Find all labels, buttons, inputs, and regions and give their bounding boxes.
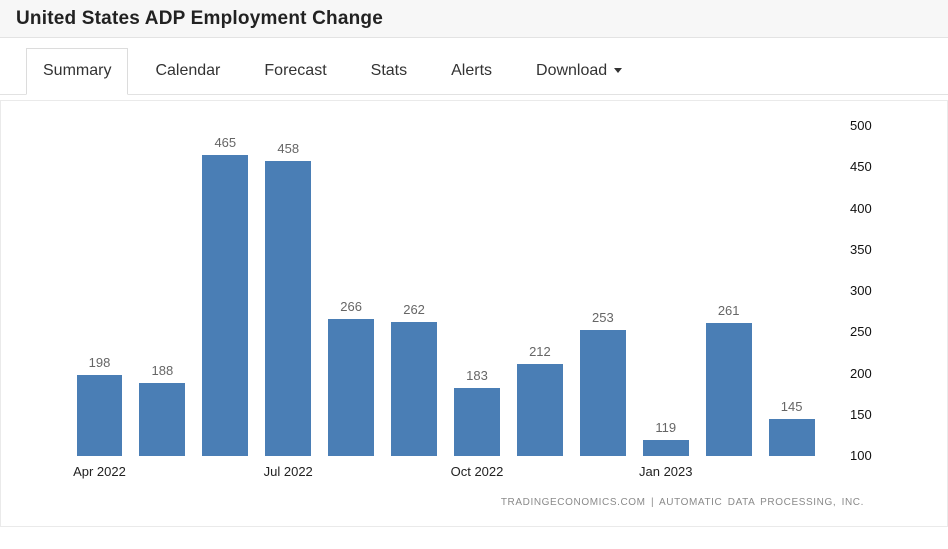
- bar-slot: 261: [697, 126, 760, 456]
- tab-bar: Summary Calendar Forecast Stats Alerts Downlo…: [0, 38, 948, 95]
- bar-value-label: 261: [717, 303, 740, 318]
- x-axis-labels: Apr 2022 Jul 2022 Oct 2022 Jan 2023: [68, 464, 823, 479]
- bar-slot: 253: [571, 126, 634, 456]
- bar-jan-2023[interactable]: [642, 440, 689, 456]
- x-axis-label: Jul 2022: [263, 464, 313, 479]
- x-axis-label: Oct 2022: [450, 464, 504, 479]
- bar-slot: 198: [68, 126, 131, 456]
- tab-calendar[interactable]: Calendar: [138, 48, 237, 94]
- tab-label: Download: [536, 62, 608, 79]
- bar-slot: 262: [383, 126, 446, 456]
- bar-slot: 183: [446, 126, 509, 456]
- bar-value-label: 253: [591, 310, 614, 325]
- y-axis-tick-label: 100: [850, 448, 872, 463]
- tab-label: Stats: [370, 62, 408, 79]
- bar-apr-2022[interactable]: [76, 375, 123, 456]
- tab-label: Alerts: [451, 62, 493, 79]
- bar-value-label: 266: [340, 299, 362, 314]
- bar-slot: 266: [320, 126, 383, 456]
- y-axis-tick-label: 350: [850, 241, 872, 257]
- x-axis-label: [760, 464, 823, 479]
- bar-jun-2022[interactable]: [202, 155, 249, 456]
- y-axis-tick-label: 250: [850, 324, 872, 340]
- bar-slot: 212: [508, 126, 571, 456]
- x-axis-label: [131, 464, 194, 479]
- caret-down-icon: [614, 68, 623, 74]
- tab-label: Calendar: [155, 62, 221, 79]
- page-title-bar: United States ADP Employment Change: [0, 0, 948, 38]
- tab-forecast[interactable]: Forecast: [247, 48, 343, 94]
- bar-nov-2022[interactable]: [516, 364, 563, 456]
- bar-feb-2023[interactable]: [705, 323, 752, 456]
- bar-chart-plot-area: 198 188 465 458 266 262 183 212 253 119 261 145: [68, 126, 823, 456]
- bar-slot: 458: [257, 126, 320, 456]
- bar-value-label: 183: [466, 368, 488, 383]
- y-axis-tick-label: 300: [850, 283, 872, 298]
- x-axis-label: [508, 464, 571, 479]
- x-axis-label: Apr 2022: [73, 464, 126, 479]
- y-axis-tick-label: 150: [850, 406, 872, 422]
- x-axis-label: [194, 464, 257, 479]
- y-axis-tick-label: 450: [850, 159, 872, 175]
- x-axis-label: [697, 464, 760, 479]
- tab-label: Summary: [43, 62, 112, 79]
- y-axis-tick-label: 200: [850, 365, 872, 381]
- page-title: United States ADP Employment Change: [16, 8, 384, 29]
- bar-jul-2022[interactable]: [265, 161, 312, 456]
- y-axis-labels: 500 450 400 350 300 250 200 150 100: [850, 118, 910, 463]
- x-axis-label: [320, 464, 383, 479]
- bar-value-label: 198: [88, 355, 111, 370]
- bar-slot: 188: [131, 126, 194, 456]
- bar-value-label: 458: [277, 141, 300, 156]
- bar-slot: 119: [634, 126, 697, 456]
- tab-download[interactable]: Download: [519, 48, 639, 94]
- y-axis-tick-label: 400: [850, 200, 872, 216]
- bar-value-label: 212: [529, 344, 551, 359]
- bar-aug-2022[interactable]: [328, 319, 375, 456]
- bar-may-2022[interactable]: [139, 383, 186, 456]
- y-axis-tick-label: 500: [850, 118, 872, 133]
- bar-value-label: 465: [214, 135, 237, 150]
- chart-panel: 198 188 465 458 266 262 183 212 253 119 261 145 Apr…: [0, 100, 948, 527]
- x-axis-label: [383, 464, 446, 479]
- bar-oct-2022[interactable]: [454, 388, 500, 456]
- bar-dec-2022[interactable]: [579, 330, 626, 456]
- tab-alerts[interactable]: Alerts: [434, 48, 509, 94]
- bar-slot: 465: [194, 126, 257, 456]
- bar-mar-2023[interactable]: [768, 419, 815, 456]
- tab-stats[interactable]: Stats: [354, 48, 424, 94]
- x-axis-label: Jan 2023: [639, 464, 693, 479]
- watermark: TRADINGECONOMICS.COM | AUTOMATIC DATA PR…: [500, 497, 864, 508]
- bar-value-label: 119: [655, 420, 677, 435]
- bar-sep-2022[interactable]: [391, 322, 438, 456]
- x-axis-label: [571, 464, 634, 479]
- tab-summary[interactable]: Summary: [26, 48, 129, 95]
- bar-value-label: 145: [780, 399, 803, 414]
- bar-slot: 145: [760, 126, 823, 456]
- tab-label: Forecast: [264, 62, 327, 79]
- bar-value-label: 188: [151, 363, 174, 378]
- bar-value-label: 262: [403, 302, 425, 317]
